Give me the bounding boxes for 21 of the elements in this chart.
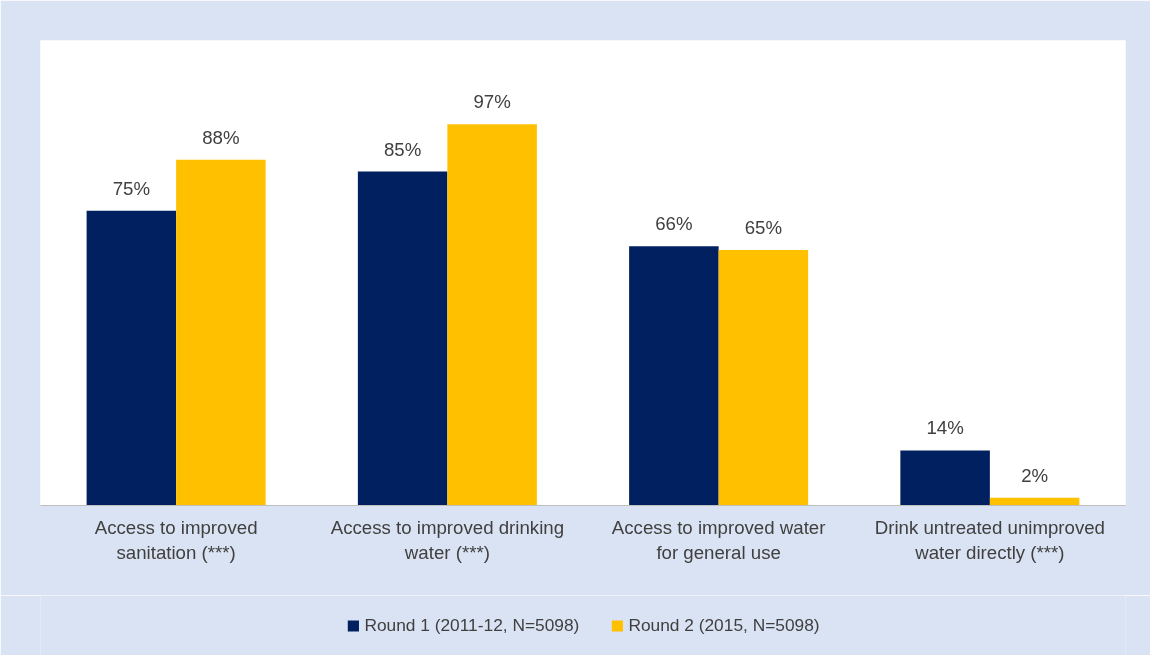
x-tick-label: Access to improved water for general use <box>611 516 826 563</box>
bar <box>86 210 177 506</box>
bar <box>629 246 719 506</box>
data-label: 14% <box>926 417 964 439</box>
data-label: 75% <box>112 177 151 199</box>
data-label: 85% <box>383 138 422 160</box>
legend-label: Round 2 (2015, N=5098) <box>628 614 820 636</box>
data-label: 2% <box>1021 464 1049 486</box>
bar <box>900 450 990 506</box>
legend-label: Round 1 (2011-12, N=5098) <box>364 614 580 636</box>
x-tick-label: Access to improved sanitation (***) <box>94 516 258 563</box>
data-label: 97% <box>473 91 511 113</box>
data-label: 88% <box>202 126 240 148</box>
data-label: 65% <box>744 217 783 239</box>
data-label: 66% <box>655 213 693 235</box>
bar <box>718 250 809 506</box>
bar <box>176 159 266 506</box>
x-tick-label: Drink untreated unimproved water directly (***) <box>874 516 1105 563</box>
bar <box>357 171 448 506</box>
bar <box>447 124 537 506</box>
x-tick-label: Access to improved drinking water (***) <box>330 516 565 563</box>
